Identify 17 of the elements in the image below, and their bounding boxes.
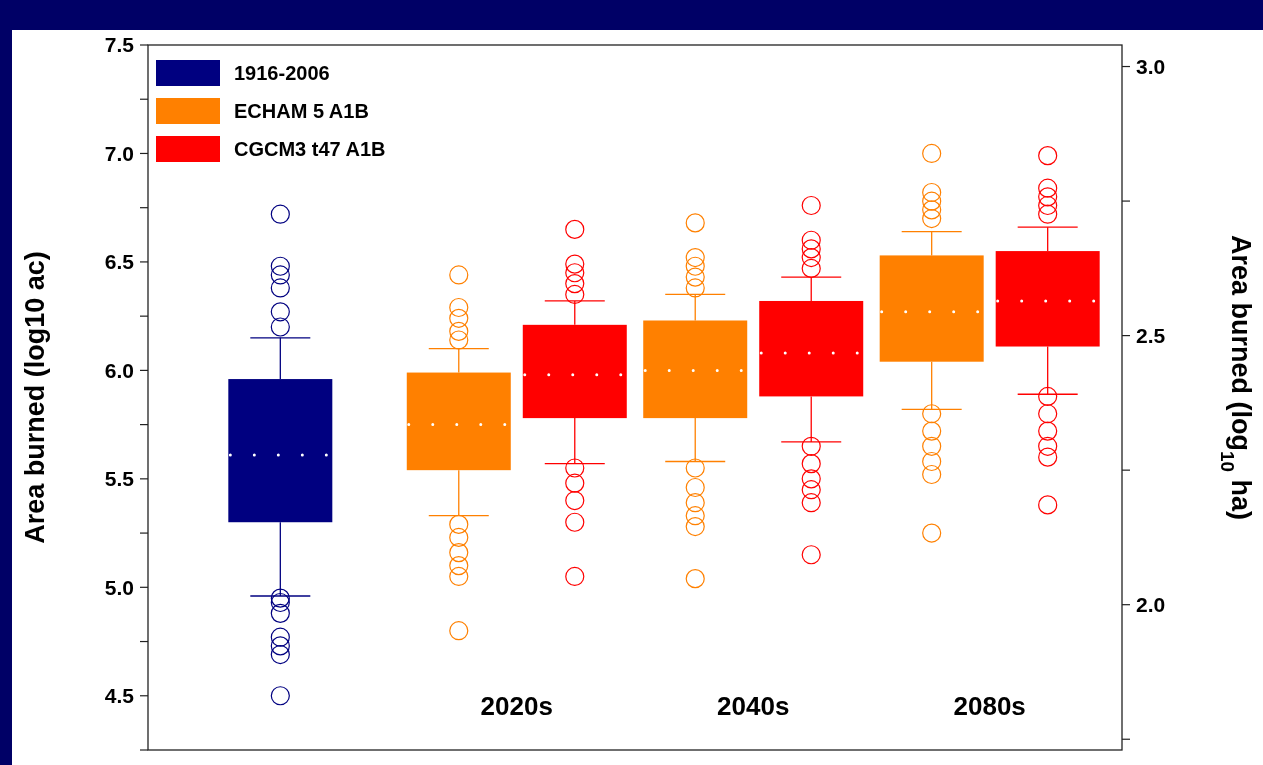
y2-tick-label: 3.0 — [1136, 54, 1166, 78]
y2-tick-label: 2.5 — [1136, 323, 1166, 347]
legend-label: CGCM3 t47 A1B — [234, 138, 386, 160]
y-tick-label: 6.0 — [104, 358, 134, 382]
y2-tick-label: 2.0 — [1136, 593, 1166, 617]
y-tick-label: 5.5 — [104, 467, 135, 491]
y-tick-label: 7.0 — [104, 141, 134, 165]
x-tick-label: 2040s — [717, 691, 790, 721]
y-tick-label: 6.5 — [104, 250, 135, 274]
y-tick-label: 7.5 — [104, 33, 135, 57]
x-tick-label: 2080s — [953, 691, 1026, 721]
legend-label: ECHAM 5 A1B — [234, 100, 369, 122]
y-tick-label: 4.5 — [104, 684, 135, 708]
y-axis-title: Area burned (log10 ac) — [20, 251, 50, 544]
x-tick-label: 2020s — [480, 691, 553, 721]
y-tick-label: 5.0 — [104, 575, 134, 599]
legend-label: 1916-2006 — [234, 62, 330, 84]
